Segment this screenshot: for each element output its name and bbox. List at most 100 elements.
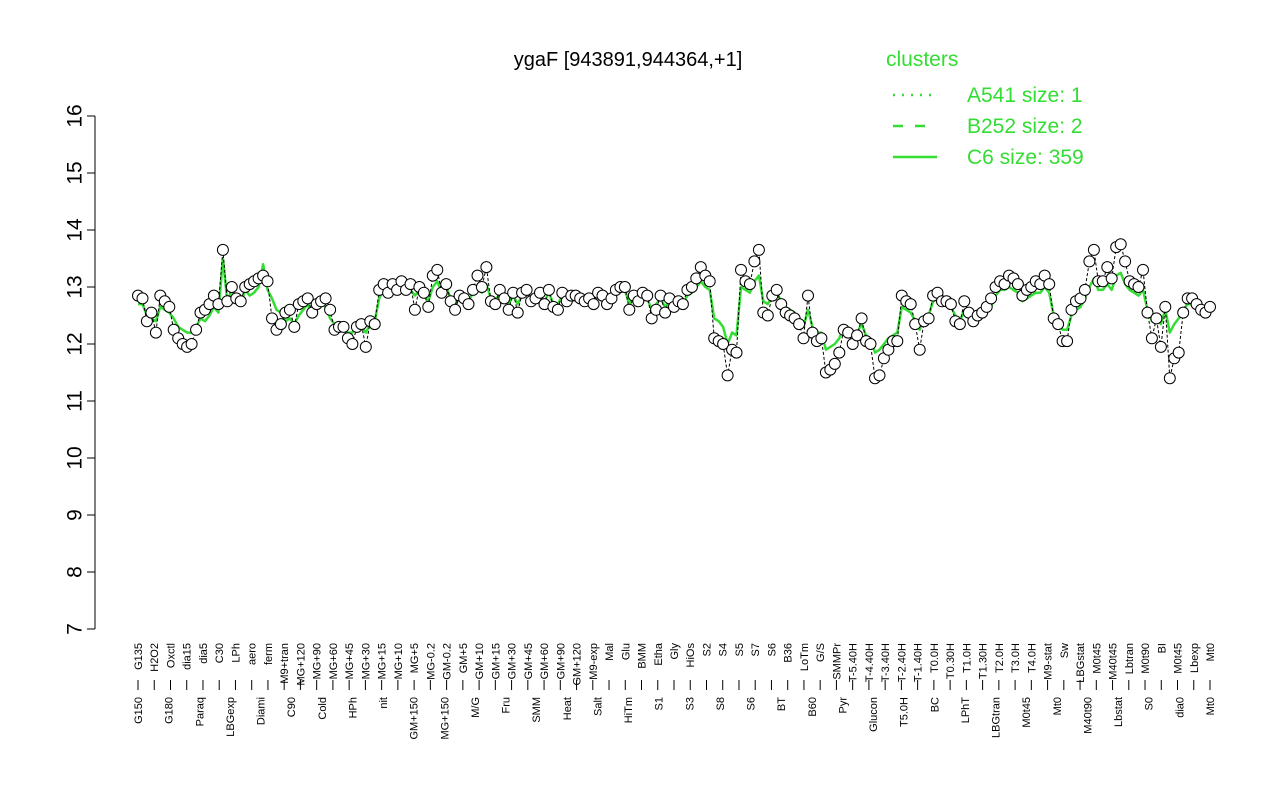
x-tick-label: Mt0 — [1052, 697, 1064, 715]
x-tick-label: G135 — [133, 643, 145, 670]
data-point — [319, 292, 332, 305]
x-tick-label: LBGtran — [991, 697, 1003, 738]
x-tick-label: MG+45 — [344, 643, 356, 679]
data-point — [623, 303, 636, 316]
data-point — [815, 332, 828, 345]
x-tick-label: MG+15 — [377, 643, 389, 679]
data-point — [1141, 306, 1154, 319]
x-tick-label: Glu — [620, 643, 632, 660]
data-point — [283, 303, 296, 316]
data-point — [520, 283, 533, 296]
y-tick-label: 14 — [64, 218, 87, 242]
x-tick-label: G/S — [815, 643, 827, 662]
data-point — [471, 269, 484, 282]
x-tick-label: M0t45 — [1021, 697, 1033, 728]
x-tick-label: H2O2 — [149, 643, 161, 672]
data-point — [743, 278, 756, 291]
data-point — [190, 323, 203, 336]
x-tick-label: GM+15 — [490, 643, 502, 679]
x-tick-label: GM-0.2 — [442, 643, 454, 680]
x-tick-label: T1.30H — [978, 643, 990, 679]
x-tick-label: Etha — [653, 642, 665, 666]
x-tick-label: Lbexp — [1189, 643, 1201, 673]
x-tick-label: GM+30 — [507, 643, 519, 679]
data-point — [149, 326, 162, 339]
data-point — [225, 281, 238, 293]
x-tick-label: dia0 — [1174, 697, 1186, 718]
data-point — [1159, 300, 1172, 313]
x-tick-label: T0.0H — [929, 643, 941, 673]
data-point — [324, 303, 337, 316]
x-tick-label: T-5.40H — [848, 643, 860, 682]
x-tick-label: Fru — [501, 697, 513, 714]
x-tick-label: Glucon — [868, 697, 880, 732]
x-tick-label: T-4.40H — [864, 643, 876, 682]
data-point — [417, 286, 430, 299]
x-tick-label: M9-stat — [1043, 643, 1055, 680]
data-point — [1132, 281, 1145, 293]
data-point — [828, 357, 841, 370]
y-tick-label: 11 — [64, 390, 87, 412]
data-point — [641, 289, 654, 302]
data-point — [748, 255, 761, 268]
x-tick-label: LPh — [230, 643, 242, 663]
x-tick-label: HPh — [347, 697, 359, 718]
x-tick-label: Sw — [1059, 643, 1071, 658]
x-tick-label: G150 — [133, 697, 145, 724]
x-tick-label: S3 — [684, 697, 696, 710]
data-points — [132, 238, 1216, 385]
x-tick-label: GM+90 — [555, 643, 567, 679]
x-tick-label: aero — [247, 643, 259, 665]
x-tick-label: Mt0 — [1205, 697, 1217, 715]
data-point — [1083, 255, 1096, 268]
x-tick-label: HiOs — [685, 643, 697, 668]
x-tick-label: GM+10 — [474, 643, 486, 679]
data-point — [498, 292, 511, 305]
x-tick-label: Mt0 — [1205, 643, 1217, 661]
data-point — [359, 340, 372, 353]
x-tick-label: MG+10 — [393, 643, 405, 679]
x-tick-label: T1.0H — [961, 643, 973, 673]
x-tick-label: Pyr — [837, 697, 849, 714]
x-tick-label: T2.0H — [994, 643, 1006, 673]
x-tick-label: S7 — [750, 643, 762, 656]
legend: clusters A541 size: 1 B252 size: 2 C6 si… — [886, 48, 1084, 169]
data-point — [1052, 318, 1065, 331]
data-point — [752, 243, 765, 256]
data-point — [793, 318, 806, 331]
data-point — [551, 303, 564, 316]
x-tick-label: Lbstat — [1113, 697, 1125, 727]
y-tick-label: 16 — [64, 104, 87, 127]
x-tick-label: T3.0H — [1010, 643, 1022, 673]
data-point — [1087, 243, 1100, 256]
x-tick-label: MG+150 — [439, 697, 451, 740]
x-tick-label: LPhT — [960, 697, 972, 724]
x-tick-label: G180 — [164, 697, 176, 724]
x-tick-label: SMM — [531, 697, 543, 723]
legend-label-b252: B252 size: 2 — [967, 115, 1083, 138]
x-tick-label: Diami — [256, 697, 268, 725]
data-point — [234, 295, 247, 308]
data-point — [542, 283, 555, 296]
x-tick-label: MG+30 — [360, 643, 372, 679]
data-point — [346, 338, 359, 350]
data-point — [145, 306, 158, 319]
data-point — [511, 306, 524, 319]
data-point — [855, 312, 868, 325]
data-point — [163, 300, 176, 313]
x-tick-label: MG+90 — [312, 643, 324, 679]
data-point — [462, 298, 475, 311]
data-point — [261, 275, 274, 288]
x-tick-label: GM+60 — [539, 643, 551, 679]
data-point — [721, 369, 734, 382]
x-tick-label: T-1.40H — [913, 643, 925, 682]
x-tick-label: B60 — [807, 697, 819, 717]
x-tick-label: M40t45 — [1108, 643, 1120, 680]
data-point — [802, 289, 814, 302]
x-tick-label: GM+120 — [572, 643, 584, 686]
y-tick-label: 12 — [64, 332, 87, 355]
data-point — [944, 298, 957, 311]
y-tick-label: 7 — [64, 623, 87, 635]
x-tick-label: S6 — [746, 697, 758, 710]
data-point — [735, 263, 747, 276]
